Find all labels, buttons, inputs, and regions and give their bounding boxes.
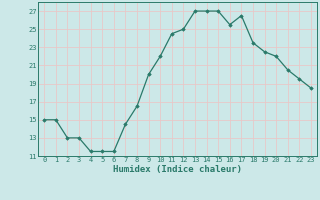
X-axis label: Humidex (Indice chaleur): Humidex (Indice chaleur) [113,165,242,174]
